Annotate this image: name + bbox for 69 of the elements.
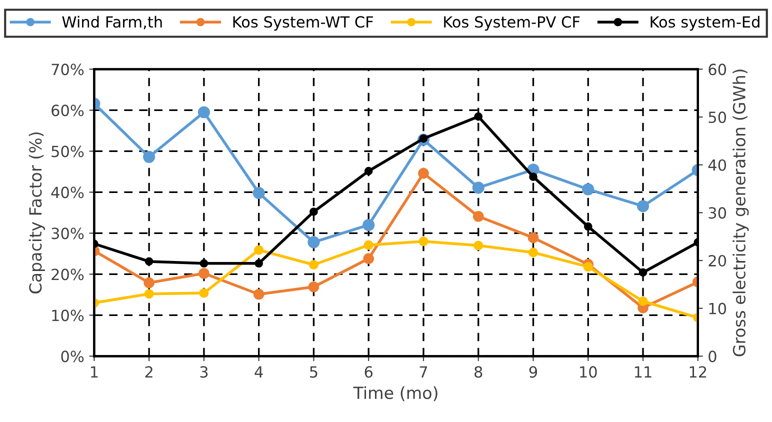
- point: [144, 277, 154, 288]
- y-tick-label: 30%: [52, 228, 84, 240]
- point: [636, 200, 650, 212]
- point: [363, 253, 374, 264]
- point: [582, 183, 594, 196]
- y2-tick-label: 20: [708, 254, 726, 267]
- point: [364, 240, 374, 250]
- point: [310, 208, 318, 216]
- point: [364, 166, 373, 176]
- y-axis-title: Capacity Factor (%): [28, 132, 45, 294]
- point: [528, 248, 538, 258]
- y-tick-label: 60%: [52, 104, 84, 116]
- x-tick-label: 12: [690, 366, 706, 378]
- y-tick-label: 20%: [52, 268, 84, 280]
- point: [143, 150, 156, 163]
- x-tick-label: 6: [364, 366, 372, 378]
- point: [199, 288, 209, 298]
- point: [472, 182, 484, 194]
- x-tick-label: 2: [145, 366, 152, 378]
- x-tick-label: 7: [420, 366, 428, 378]
- x-tick-label: 10: [580, 366, 597, 378]
- x-tick-label: 9: [529, 366, 538, 378]
- x-tick-label: 1: [91, 366, 98, 378]
- y-tick-label: 50%: [52, 146, 84, 158]
- point: [252, 186, 265, 200]
- y-tick-label: 40%: [51, 186, 84, 198]
- point: [418, 236, 428, 246]
- y2-tick-label: 10: [709, 302, 726, 314]
- point: [474, 112, 483, 121]
- x-tick-label: 8: [474, 366, 482, 378]
- point: [472, 210, 484, 222]
- point: [308, 281, 320, 292]
- x-tick-label: 3: [200, 366, 208, 378]
- legend-label: Kos System-PV CF: [444, 16, 580, 31]
- x-tick-label: 11: [634, 366, 652, 378]
- y-tick-label: 10%: [52, 310, 84, 322]
- y2-axis-title: Gross electricity generation (GWh): [732, 70, 749, 356]
- y2-tick-label: 60: [708, 64, 726, 76]
- point: [638, 296, 648, 306]
- point: [583, 262, 593, 272]
- point: [254, 245, 264, 255]
- point: [638, 268, 648, 277]
- y2-tick-label: 0: [708, 350, 716, 362]
- x-tick-label: 4: [254, 366, 263, 378]
- y-tick-label: 70%: [52, 64, 84, 76]
- y-tick-label: 0%: [61, 350, 84, 362]
- legend-label: Wind Farm,th: [62, 16, 162, 30]
- point: [529, 172, 538, 181]
- y2-tick-label: 40: [708, 159, 726, 171]
- point: [198, 106, 210, 118]
- point: [362, 218, 375, 232]
- point: [418, 168, 429, 179]
- point: [253, 288, 264, 300]
- point: [308, 236, 320, 248]
- legend-label: Kos system-Ed: [650, 16, 760, 31]
- point: [474, 240, 484, 250]
- point: [200, 259, 208, 268]
- point: [144, 289, 154, 299]
- y2-tick-label: 30: [708, 207, 726, 219]
- point: [144, 257, 154, 266]
- point: [308, 260, 319, 270]
- point: [254, 259, 263, 268]
- legend-label: Kos System-WT CF: [233, 16, 373, 31]
- point: [528, 232, 539, 244]
- y2-tick-label: 50: [708, 112, 726, 124]
- point: [584, 222, 592, 231]
- point: [198, 268, 210, 279]
- x-tick-label: 5: [310, 366, 318, 378]
- x-axis-title: Time (mo): [353, 386, 438, 402]
